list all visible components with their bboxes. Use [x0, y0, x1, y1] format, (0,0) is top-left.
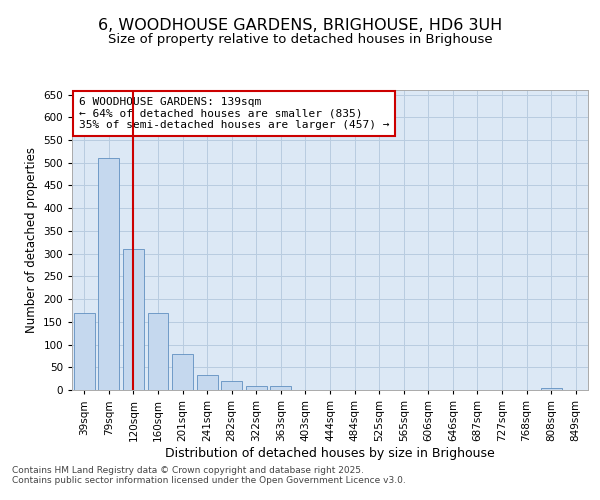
- Bar: [246, 386, 267, 390]
- Y-axis label: Number of detached properties: Number of detached properties: [25, 147, 38, 333]
- Text: Size of property relative to detached houses in Brighouse: Size of property relative to detached ho…: [107, 32, 493, 46]
- Bar: [197, 375, 218, 390]
- Bar: [74, 312, 95, 390]
- Bar: [98, 158, 119, 390]
- Bar: [148, 312, 169, 390]
- Text: 6 WOODHOUSE GARDENS: 139sqm
← 64% of detached houses are smaller (835)
35% of se: 6 WOODHOUSE GARDENS: 139sqm ← 64% of det…: [79, 97, 389, 130]
- Bar: [541, 388, 562, 390]
- Bar: [221, 381, 242, 390]
- Bar: [123, 249, 144, 390]
- Bar: [172, 354, 193, 390]
- Bar: [271, 386, 292, 390]
- X-axis label: Distribution of detached houses by size in Brighouse: Distribution of detached houses by size …: [165, 446, 495, 460]
- Text: Contains HM Land Registry data © Crown copyright and database right 2025.
Contai: Contains HM Land Registry data © Crown c…: [12, 466, 406, 485]
- Text: 6, WOODHOUSE GARDENS, BRIGHOUSE, HD6 3UH: 6, WOODHOUSE GARDENS, BRIGHOUSE, HD6 3UH: [98, 18, 502, 32]
